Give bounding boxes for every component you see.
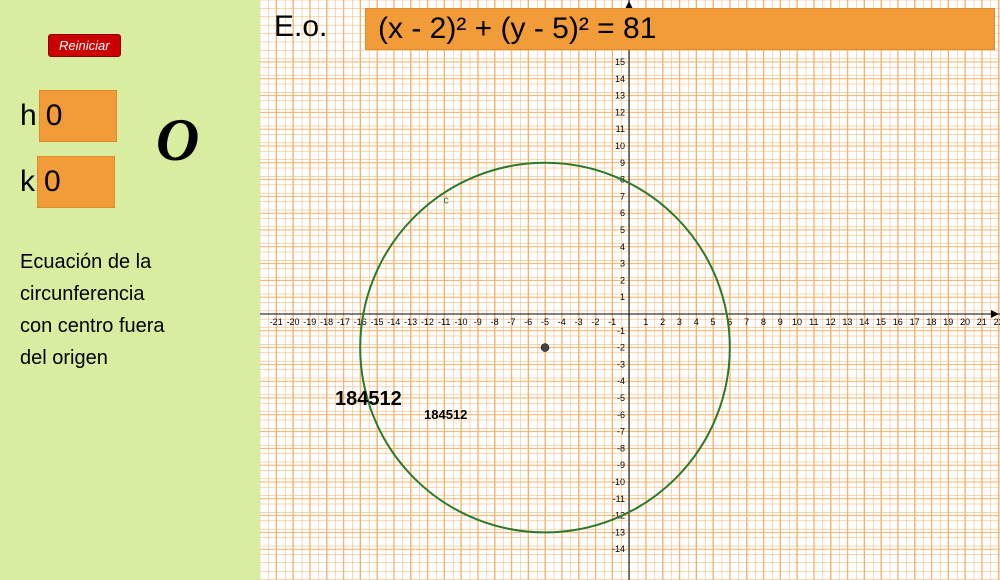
svg-text:17: 17 (910, 317, 920, 327)
overlay-number-big: 184512 (335, 388, 402, 411)
overlay-number-small: 184512 (424, 407, 467, 422)
h-input[interactable]: 0 (39, 90, 117, 142)
k-input[interactable]: 0 (37, 156, 115, 208)
sidebar: Reiniciar h 0 O k 0 Ecuación de la circu… (0, 0, 260, 580)
svg-text:15: 15 (615, 57, 625, 67)
svg-text:18: 18 (926, 317, 936, 327)
svg-text:-6: -6 (524, 317, 532, 327)
svg-text:4: 4 (694, 317, 699, 327)
svg-text:2: 2 (660, 317, 665, 327)
svg-text:3: 3 (620, 259, 625, 269)
svg-text:7: 7 (744, 317, 749, 327)
svg-text:-10: -10 (612, 477, 625, 487)
svg-text:14: 14 (615, 74, 625, 84)
svg-text:7: 7 (620, 191, 625, 201)
svg-text:5: 5 (710, 317, 715, 327)
desc-line2: circunferencia (20, 278, 165, 310)
svg-text:10: 10 (615, 141, 625, 151)
svg-text:16: 16 (893, 317, 903, 327)
svg-text:-13: -13 (612, 527, 625, 537)
svg-text:2: 2 (620, 275, 625, 285)
svg-text:10: 10 (792, 317, 802, 327)
svg-text:-7: -7 (617, 427, 625, 437)
svg-text:-2: -2 (591, 317, 599, 327)
svg-text:-8: -8 (491, 317, 499, 327)
svg-text:-7: -7 (507, 317, 515, 327)
description: Ecuación de la circunferencia con centro… (20, 246, 165, 374)
svg-text:21: 21 (977, 317, 987, 327)
h-input-row: h 0 (20, 90, 240, 142)
desc-line1: Ecuación de la (20, 246, 165, 278)
svg-text:-21: -21 (270, 317, 283, 327)
svg-text:-14: -14 (612, 544, 625, 554)
svg-text:-12: -12 (421, 317, 434, 327)
equation-box: E.o. (x - 2)² + (y - 5)² = 81 (365, 8, 995, 50)
svg-text:-5: -5 (541, 317, 549, 327)
svg-text:15: 15 (876, 317, 886, 327)
svg-text:-8: -8 (617, 443, 625, 453)
reset-button[interactable]: Reiniciar (48, 34, 121, 57)
svg-text:-4: -4 (558, 317, 566, 327)
svg-text:9: 9 (620, 158, 625, 168)
svg-text:-3: -3 (617, 359, 625, 369)
svg-text:13: 13 (615, 91, 625, 101)
svg-text:3: 3 (677, 317, 682, 327)
svg-text:-5: -5 (617, 393, 625, 403)
k-label: k (20, 165, 35, 199)
svg-text:22: 22 (994, 317, 1000, 327)
svg-text:-19: -19 (303, 317, 316, 327)
desc-line4: del origen (20, 342, 165, 374)
h-label: h (20, 99, 37, 133)
plot-svg: -21-20-19-18-17-16-15-14-13-12-11-10-9-8… (260, 0, 1000, 580)
svg-text:1: 1 (643, 317, 648, 327)
svg-text:-18: -18 (320, 317, 333, 327)
svg-text:-15: -15 (370, 317, 383, 327)
svg-text:1: 1 (620, 292, 625, 302)
svg-text:-14: -14 (387, 317, 400, 327)
svg-text:-20: -20 (286, 317, 299, 327)
svg-text:12: 12 (826, 317, 836, 327)
svg-text:14: 14 (859, 317, 869, 327)
desc-line3: con centro fuera (20, 310, 165, 342)
svg-text:-11: -11 (613, 494, 625, 504)
svg-text:-6: -6 (617, 410, 625, 420)
svg-text:-16: -16 (354, 317, 367, 327)
svg-text:13: 13 (842, 317, 852, 327)
equation-prefix: E.o. (274, 10, 327, 44)
svg-text:-17: -17 (337, 317, 350, 327)
svg-text:-10: -10 (454, 317, 467, 327)
svg-text:5: 5 (620, 225, 625, 235)
svg-text:9: 9 (778, 317, 783, 327)
svg-text:-9: -9 (474, 317, 482, 327)
svg-text:-11: -11 (438, 317, 450, 327)
graph-panel[interactable]: -21-20-19-18-17-16-15-14-13-12-11-10-9-8… (260, 0, 1000, 580)
svg-text:20: 20 (960, 317, 970, 327)
k-input-row: k 0 (20, 156, 240, 208)
svg-text:-1: -1 (617, 326, 625, 336)
origin-symbol: O (156, 106, 199, 175)
svg-text:6: 6 (620, 208, 625, 218)
svg-text:11: 11 (809, 317, 818, 327)
svg-text:c: c (443, 194, 449, 206)
svg-text:-13: -13 (404, 317, 417, 327)
svg-text:19: 19 (943, 317, 953, 327)
svg-text:8: 8 (761, 317, 766, 327)
svg-text:11: 11 (616, 124, 625, 134)
svg-text:-4: -4 (617, 376, 625, 386)
equation-text: (x - 2)² + (y - 5)² = 81 (378, 12, 656, 46)
svg-text:-2: -2 (617, 343, 625, 353)
svg-text:-3: -3 (575, 317, 583, 327)
svg-text:-1: -1 (608, 317, 616, 327)
svg-text:4: 4 (620, 242, 625, 252)
svg-text:-9: -9 (617, 460, 625, 470)
svg-text:12: 12 (615, 107, 625, 117)
